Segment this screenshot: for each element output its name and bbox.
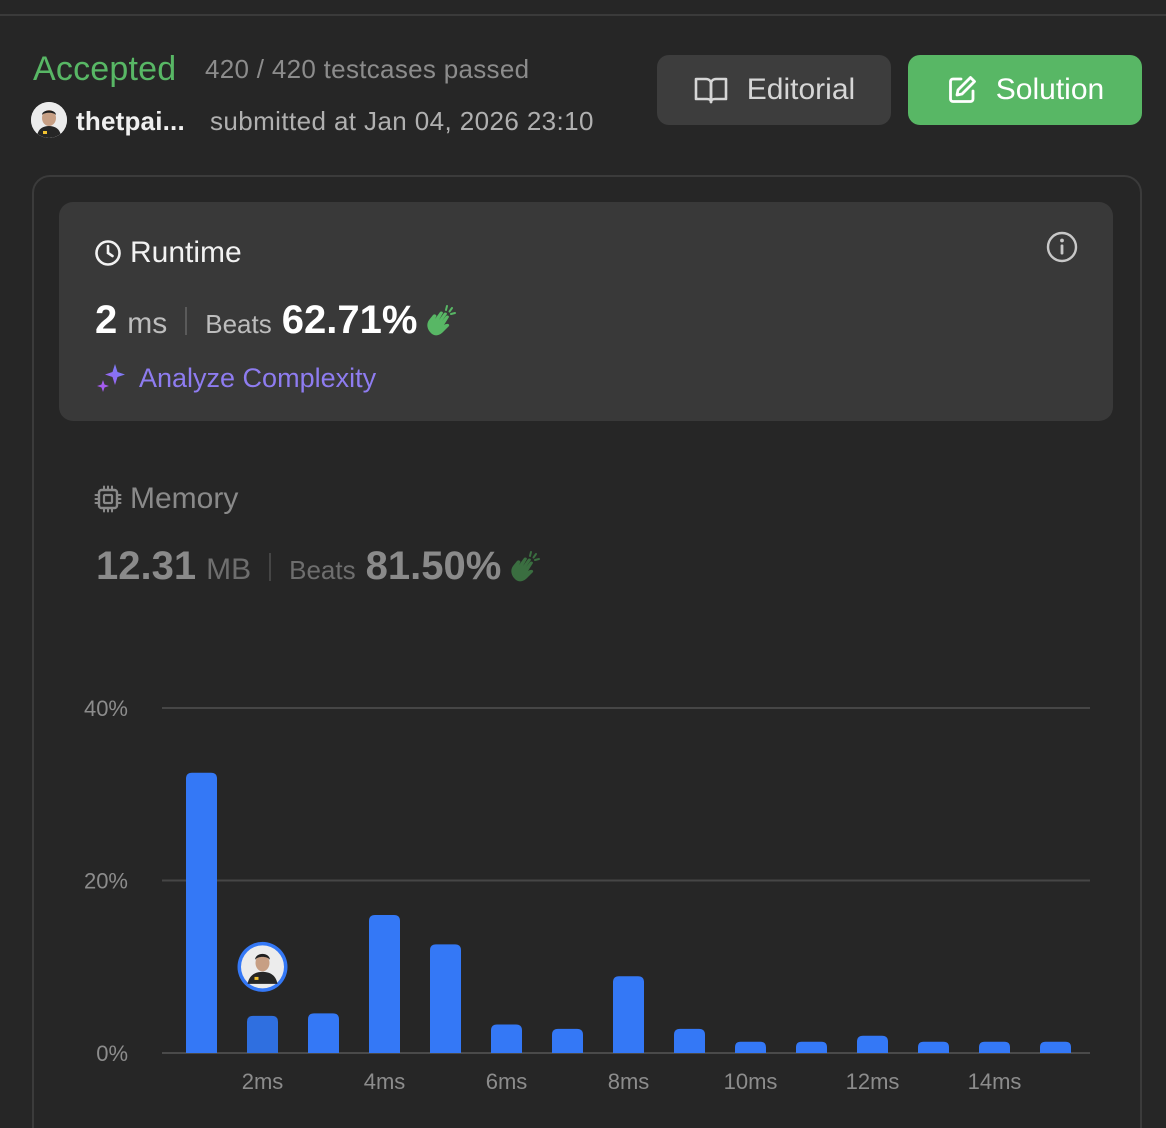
memory-value: 12.31 — [96, 544, 197, 588]
result-panel — [32, 175, 1142, 1128]
y-tick-label: 0% — [96, 1041, 128, 1066]
chart-bar — [552, 1028, 583, 1053]
avatar-image — [31, 102, 67, 138]
memory-beats-label: Beats — [289, 555, 356, 585]
clap-icon — [511, 550, 541, 581]
memory-title-label: Memory — [130, 482, 239, 515]
solution-button[interactable]: Solution — [908, 55, 1142, 125]
runtime-card[interactable]: Runtime 2 ms Beats 62.71% Analyze Comple — [59, 202, 1113, 421]
sparkle-icon — [97, 364, 125, 392]
chart-bar — [247, 1015, 278, 1053]
x-tick-label: 12ms — [846, 1069, 900, 1094]
analyze-complexity-label: Analyze Complexity — [139, 362, 377, 393]
memory-title[interactable]: Memory — [94, 482, 238, 516]
chart-bar — [430, 944, 461, 1053]
memory-beats-value: 81.50% — [365, 544, 502, 588]
edit-icon — [948, 76, 976, 103]
runtime-beats-label: Beats — [205, 309, 272, 339]
chart-bar — [735, 1041, 766, 1053]
runtime-separator — [185, 306, 188, 335]
runtime-unit: ms — [127, 307, 168, 340]
clap-icon — [427, 304, 457, 335]
chart-bar — [796, 1041, 827, 1053]
submission-status: Accepted — [33, 50, 177, 88]
chart-bar — [1040, 1041, 1071, 1053]
editorial-label: Editorial — [746, 73, 856, 106]
user-position-avatar — [237, 941, 288, 992]
chart-bar — [308, 1013, 339, 1053]
memory-values: 12.31 MB Beats 81.50% — [96, 544, 543, 589]
chart-bar — [857, 1035, 888, 1053]
x-tick-label: 6ms — [486, 1069, 528, 1094]
memory-separator — [269, 552, 272, 581]
chart-bar — [186, 772, 217, 1053]
analyze-complexity-link[interactable]: Analyze Complexity — [95, 362, 376, 394]
x-tick-label: 14ms — [968, 1069, 1022, 1094]
runtime-beats-value: 62.71% — [281, 298, 418, 342]
solution-label: Solution — [995, 73, 1105, 106]
avatar[interactable] — [31, 102, 67, 138]
chart-bar — [918, 1041, 949, 1053]
chip-icon — [94, 485, 122, 513]
y-tick-label: 20% — [84, 869, 128, 894]
y-tick-label: 40% — [84, 696, 128, 721]
chart-bar — [613, 976, 644, 1053]
runtime-value: 2 — [95, 298, 118, 342]
x-tick-label: 2ms — [242, 1069, 284, 1094]
runtime-title-label: Runtime — [130, 236, 242, 269]
testcases-passed: 420 / 420 testcases passed — [205, 54, 530, 84]
runtime-title: Runtime — [94, 236, 242, 270]
info-icon[interactable] — [1045, 230, 1079, 264]
editorial-button[interactable]: Editorial — [657, 55, 891, 125]
book-open-icon — [694, 77, 728, 104]
top-divider — [0, 14, 1166, 16]
submitted-at: submitted at Jan 04, 2026 23:10 — [210, 106, 594, 136]
x-tick-label: 8ms — [608, 1069, 650, 1094]
memory-unit: MB — [206, 553, 252, 586]
chart-bar — [369, 915, 400, 1053]
x-tick-label: 4ms — [364, 1069, 406, 1094]
x-tick-label: 10ms — [724, 1069, 778, 1094]
runtime-values: 2 ms Beats 62.71% — [95, 298, 459, 343]
clock-icon — [95, 240, 121, 266]
chart-bar — [674, 1028, 705, 1053]
chart-bar — [491, 1024, 522, 1053]
chart-bar — [979, 1041, 1010, 1053]
username[interactable]: thetpai... — [76, 106, 185, 136]
